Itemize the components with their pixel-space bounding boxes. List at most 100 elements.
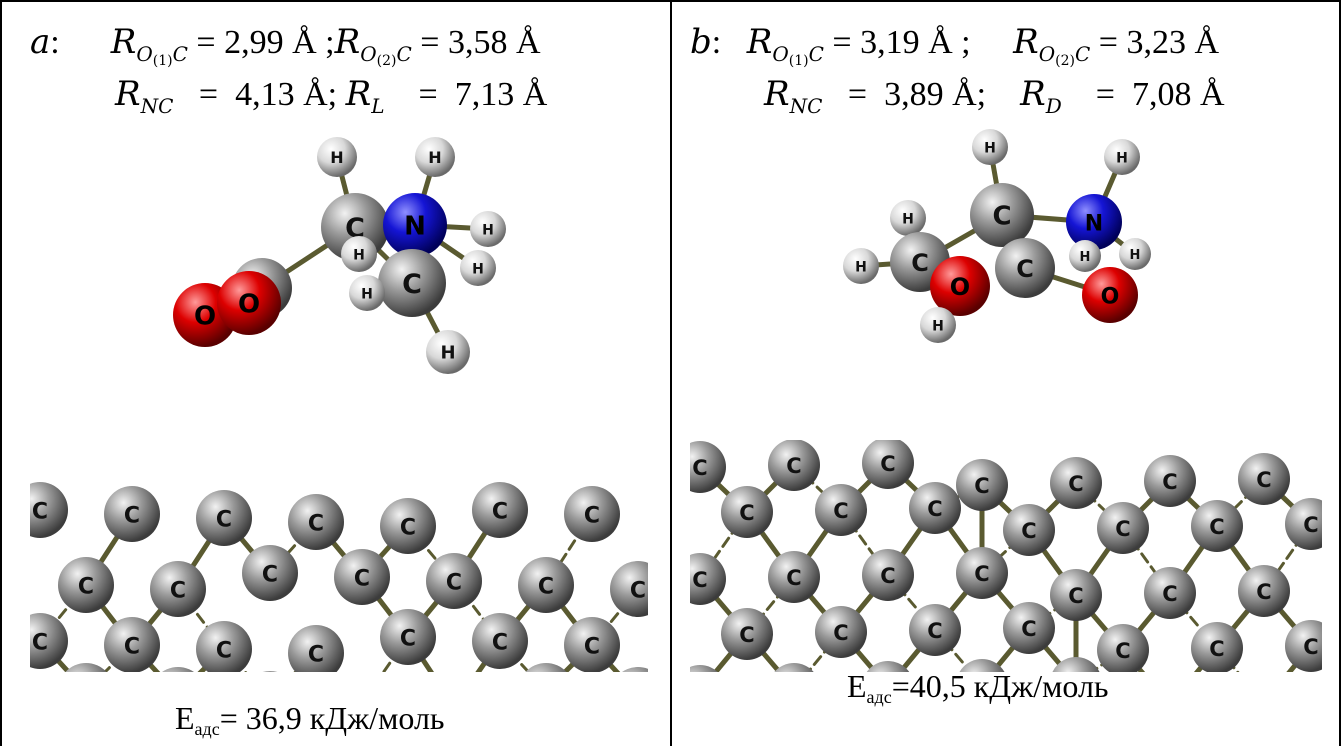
tube-a-atom-24-label: C: [354, 692, 370, 717]
tube-b-atom-18: C: [1050, 569, 1102, 621]
tube-a-bond-7-14: [38, 583, 88, 643]
mol-b-atom-9-label: H: [1130, 248, 1141, 263]
tube-a-atom-12: C: [518, 557, 574, 613]
tube-b-atom-29: C: [774, 663, 814, 672]
tube-a-bond-18-24: [381, 635, 410, 672]
panel-a-energy: Eадс= 36,9 кДж/моль: [175, 700, 445, 739]
tube-a-atom-21: C: [65, 663, 107, 672]
tube-a-atom-16-label: C: [216, 638, 232, 663]
tube-b-atom-5-label: C: [1162, 470, 1177, 494]
tube-a-atom-5: C: [472, 482, 528, 538]
tube-b-atom-31-label: C: [974, 674, 989, 698]
tube-a-atom-15: C: [104, 617, 160, 672]
mol-b-atom-2: H: [890, 200, 926, 236]
tube-a-atom-4-label: C: [400, 515, 416, 540]
tube-b-atom-21: C: [721, 608, 773, 660]
panel-a-header-line2: RNC = 4,13 Å; RL = 7,13 Å: [115, 74, 548, 118]
mol-a-atom-1-h: H: [415, 137, 455, 177]
mol-b-atom-4: N: [1066, 194, 1122, 250]
mol-a-atom-4-h-label: H: [482, 222, 494, 238]
mol-a-atom-12-h-label: H: [440, 343, 455, 364]
tube-a-atom-1: C: [104, 486, 160, 542]
tube-a-atom-17-label: C: [308, 642, 324, 667]
mol-b-atom-1-label: H: [1116, 150, 1128, 166]
mol-b-atom-5-label: H: [855, 259, 867, 275]
tube-b-atom-24: C: [1003, 602, 1055, 654]
tube-a-atom-2: C: [196, 490, 252, 546]
tube-b-atom-24-label: C: [1021, 617, 1036, 641]
tube-b-atom-10-label: C: [1021, 519, 1036, 543]
border-left: [0, 0, 2, 746]
tube-a-atom-19-label: C: [492, 630, 508, 655]
border-right: [1339, 0, 1341, 746]
tube-b-atom-33-label: C: [1162, 694, 1177, 718]
panel-b: b: RO(1)C = 3,19 Å ; RO(2)C = 3,23 Å RNC…: [672, 0, 1339, 746]
tube-a-atom-7-label: C: [78, 574, 94, 599]
tube-a-atom-9-label: C: [262, 562, 278, 587]
tube-a-atom-23-label: C: [262, 688, 278, 713]
tube-a-atom-23: C: [262, 671, 278, 713]
tube-a-atom-20-label: C: [584, 634, 600, 659]
panel-a-ro2c-value: 3,58 Å: [447, 24, 541, 61]
tube-b-atom-11: C: [1097, 502, 1149, 554]
tube-a-atom-27-label: C: [630, 684, 646, 709]
mol-a-atom-1-h-label: H: [428, 148, 441, 167]
tube-b-atom-30: C: [866, 661, 910, 672]
tube-b-atom-28: C: [690, 665, 718, 672]
tube-a-atom-3-label: C: [308, 511, 324, 536]
mol-a-atom-3-n-label: N: [404, 212, 426, 242]
tube-a-atom-26-label: C: [538, 680, 554, 705]
tube-a-atom-13-label: C: [630, 578, 646, 603]
tube-b-atom-15: C: [768, 551, 820, 603]
panel-a-rl-value: 7,13 Å: [454, 76, 548, 113]
mol-b-atom-3-label: C: [992, 202, 1011, 232]
tube-a-atom-22-label: C: [170, 684, 186, 709]
tube-a-atom-20: C: [564, 617, 620, 672]
mol-b-atom-11: O: [1082, 267, 1138, 323]
tube-b-atom-22: C: [815, 606, 867, 658]
tube-b-atom-9: C: [909, 482, 961, 534]
tube-b-atom-8-label: C: [833, 499, 848, 523]
tube-a-atom-18: C: [380, 609, 436, 665]
tube-b-atom-7: C: [721, 486, 773, 538]
tube-b-atom-25-label: C: [1115, 639, 1130, 663]
tube-a-atom-10: C: [334, 549, 390, 605]
mol-b-atom-3: C: [970, 183, 1034, 247]
tube-a-atom-8-label: C: [170, 578, 186, 603]
border-divider: [670, 0, 672, 746]
mol-b-atom-11-label: O: [1101, 284, 1120, 309]
tube-a-atom-8: C: [150, 561, 206, 617]
mol-a-atom-7-c: C: [378, 249, 446, 317]
tube-a-atom-11: C: [426, 553, 482, 609]
tube-a-atom-3: C: [288, 494, 344, 550]
tube-b-bond-23-31: [933, 628, 973, 672]
tube-a-atom-14-label: C: [32, 630, 48, 655]
mol-a-atom-6-h-label: H: [353, 247, 365, 263]
tube-b-atom-19: C: [1144, 567, 1196, 619]
tube-b-atom-16-label: C: [880, 564, 895, 588]
tube-b-atom-32: C: [1052, 657, 1100, 672]
mol-a-atom-8-h: H: [349, 275, 385, 311]
mol-a-atom-11-o-label: O: [238, 290, 260, 320]
panel-b-energy-value: =40,5 кДж/моль: [891, 668, 1109, 704]
mol-a-atom-7-c-label: C: [402, 269, 422, 300]
tube-a-atom-11-label: C: [446, 570, 462, 595]
tube-b-bond-16-23: [886, 573, 937, 632]
tube-b-atom-19-label: C: [1162, 582, 1177, 606]
tube-b-atom-0-label: C: [692, 456, 707, 480]
tube-b-atom-1-label: C: [786, 454, 801, 478]
tube-b-atom-1: C: [768, 440, 820, 491]
tube-b-atom-13-label: C: [1303, 513, 1318, 537]
mol-b-atom-12-label: H: [932, 318, 944, 334]
tube-a-atom-0-label: C: [32, 499, 48, 524]
panel-a-energy-value: = 36,9 кДж/моль: [219, 700, 445, 736]
tube-a-atom-15-label: C: [124, 634, 140, 659]
tube-b-atom-12-label: C: [1209, 515, 1224, 539]
tube-a-atom-25: C: [426, 679, 482, 735]
tube-b-atom-5: C: [1144, 455, 1196, 507]
tube-a-atom-14: C: [30, 613, 68, 669]
mol-a-atom-6-h: H: [341, 236, 377, 272]
tube-a-atom-4: C: [380, 498, 436, 554]
panel-a-ro1c-value: 2,99 Å: [224, 24, 317, 61]
tube-a-atom-24: C: [334, 675, 390, 731]
